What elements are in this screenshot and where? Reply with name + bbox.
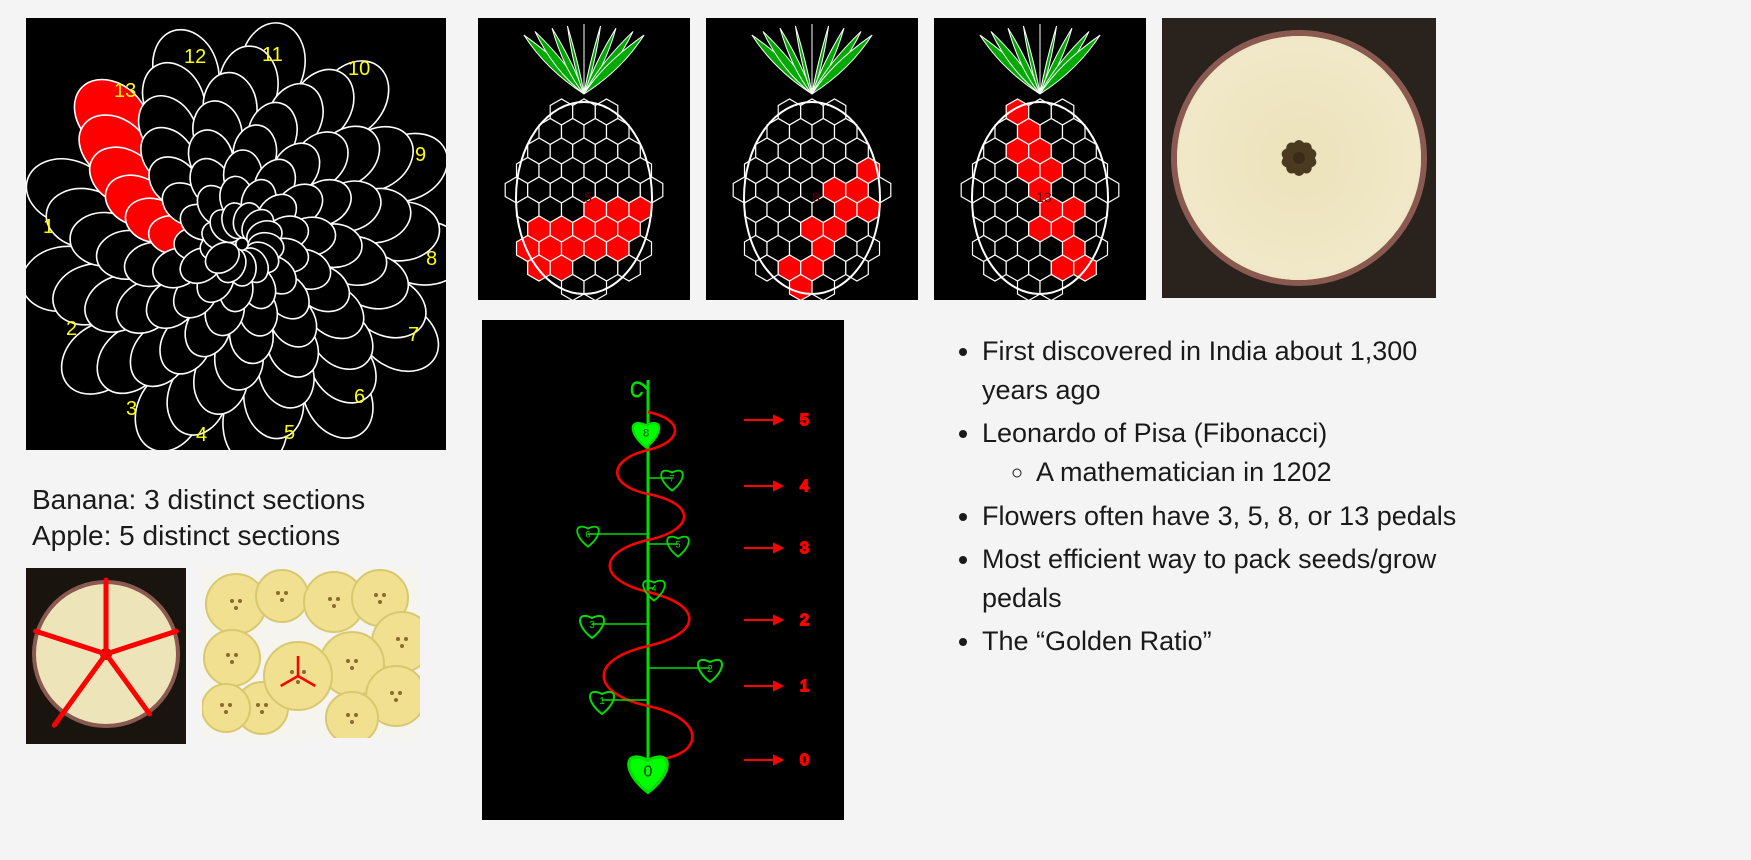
bullet-2-sub: A mathematician in 1202 (1036, 453, 1460, 492)
svg-text:1: 1 (599, 696, 605, 707)
svg-text:5: 5 (584, 189, 592, 205)
flower-spiral-svg (26, 18, 446, 450)
apple-sections-line: Apple: 5 distinct sections (32, 518, 365, 554)
apple-small-panel (26, 568, 186, 744)
svg-text:2: 2 (800, 612, 809, 629)
svg-text:0: 0 (644, 763, 653, 780)
flower-label-5: 5 (284, 422, 295, 445)
bullet-5: The “Golden Ratio” (982, 622, 1460, 661)
bullet-4: Most efficient way to pack seeds/grow pe… (982, 540, 1460, 618)
apple-photo-svg (1162, 18, 1436, 298)
bullet-2: Leonardo of Pisa (Fibonacci) A mathemati… (982, 414, 1460, 492)
flower-label-11: 11 (262, 44, 283, 67)
svg-text:5: 5 (800, 412, 809, 429)
svg-text:3: 3 (800, 540, 809, 557)
banana-small-svg (202, 568, 420, 738)
flower-spiral-panel: 1 2 3 4 5 6 7 8 9 10 11 12 13 (26, 18, 446, 450)
flower-label-1: 1 (43, 216, 54, 239)
pineapple-svg-13: 13 (934, 18, 1146, 300)
bullet-3: Flowers often have 3, 5, 8, or 13 pedals (982, 497, 1460, 536)
flower-label-10: 10 (348, 58, 370, 81)
plant-spiral-panel: 012345678 012345 (482, 320, 844, 820)
svg-text:2: 2 (707, 664, 713, 675)
svg-text:8: 8 (812, 189, 820, 205)
pineapple-panel-5: 5 (478, 18, 690, 300)
flower-label-3: 3 (126, 398, 137, 421)
flower-label-13: 13 (114, 80, 136, 103)
apple-photo-panel (1162, 18, 1436, 298)
apple-small-svg (26, 568, 186, 744)
facts-bullets: First discovered in India about 1,300 ye… (940, 332, 1460, 665)
banana-small-panel (202, 568, 420, 738)
bullet-1: First discovered in India about 1,300 ye… (982, 332, 1460, 410)
svg-text:0: 0 (800, 752, 809, 769)
flower-label-12: 12 (184, 46, 206, 69)
plant-spiral-svg: 012345678 012345 (482, 320, 844, 820)
svg-text:13: 13 (1036, 189, 1052, 205)
pineapple-panel-8: 8 (706, 18, 918, 300)
svg-text:4: 4 (800, 478, 809, 495)
pineapple-svg-8: 8 (706, 18, 918, 300)
flower-label-6: 6 (354, 386, 365, 409)
pineapple-svg-5: 5 (478, 18, 690, 300)
flower-label-8: 8 (426, 248, 437, 271)
svg-text:8: 8 (643, 427, 649, 439)
flower-label-2: 2 (66, 318, 77, 341)
banana-sections-line: Banana: 3 distinct sections (32, 482, 365, 518)
flower-label-9: 9 (415, 144, 426, 167)
pineapple-panel-13: 13 (934, 18, 1146, 300)
sections-text: Banana: 3 distinct sections Apple: 5 dis… (32, 482, 365, 555)
flower-label-4: 4 (196, 424, 207, 447)
flower-label-7: 7 (408, 324, 419, 347)
svg-text:3: 3 (589, 620, 595, 631)
svg-text:1: 1 (800, 678, 809, 695)
